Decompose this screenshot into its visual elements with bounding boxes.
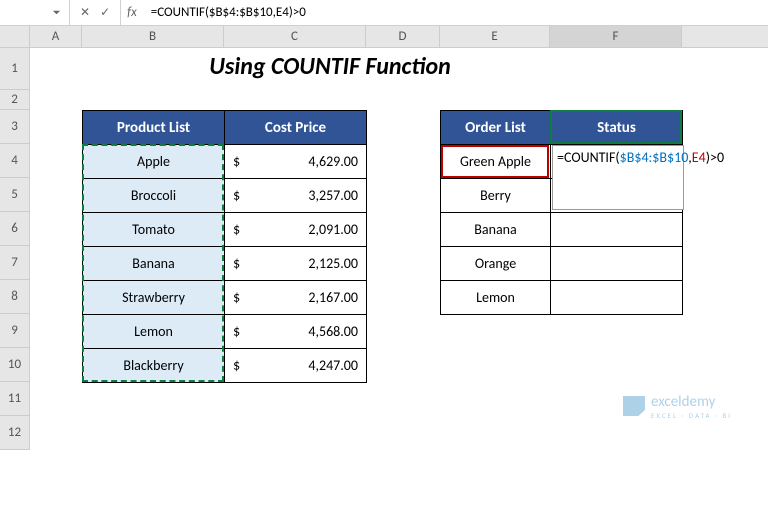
fx-icon[interactable]: fx [121, 5, 143, 20]
row-header-8[interactable]: 8 [0, 280, 30, 314]
formula-bar: ✕ ✓ fx =COUNTIF($B$4:$B$10,E4)>0 [0, 0, 768, 26]
cell-status[interactable] [551, 247, 683, 281]
watermark-sub: EXCEL · DATA · BI [651, 411, 732, 420]
name-box[interactable] [0, 0, 70, 25]
row-header-10[interactable]: 10 [0, 348, 30, 382]
col-header-b[interactable]: B [82, 26, 224, 47]
chevron-down-icon [52, 8, 61, 17]
watermark: exceldemy EXCEL · DATA · BI [623, 392, 732, 420]
cell-price[interactable]: $4,629.00 [225, 145, 367, 179]
spreadsheet-grid: A B C D E F 1 2 3 4 5 6 7 8 9 10 11 12 U… [0, 26, 768, 528]
row-header-11[interactable]: 11 [0, 382, 30, 416]
cell-order[interactable]: Orange [441, 247, 551, 281]
exceldemy-logo-icon [623, 396, 645, 416]
th-product: Product List [83, 111, 225, 145]
table-row: Broccoli$3,257.00 [83, 179, 367, 213]
row-header-1[interactable]: 1 [0, 48, 30, 90]
row-headers: 1 2 3 4 5 6 7 8 9 10 11 12 [0, 48, 30, 450]
col-header-a[interactable]: A [30, 26, 82, 47]
cell-price[interactable]: $2,125.00 [225, 247, 367, 281]
cell-product[interactable]: Lemon [83, 315, 225, 349]
cell-price[interactable]: $4,247.00 [225, 349, 367, 383]
table-row: Banana [441, 213, 683, 247]
order-table: Order List Status Green Apple Berry Bana… [440, 110, 683, 315]
table-row: Tomato$2,091.00 [83, 213, 367, 247]
product-table: Product List Cost Price Apple$4,629.00 B… [82, 110, 367, 383]
row-header-4[interactable]: 4 [0, 144, 30, 178]
cell-order[interactable]: Green Apple [441, 145, 551, 179]
cell-product[interactable]: Banana [83, 247, 225, 281]
th-cost: Cost Price [225, 111, 367, 145]
cell-product[interactable]: Broccoli [83, 179, 225, 213]
cell-product[interactable]: Strawberry [83, 281, 225, 315]
editing-cell-f4[interactable]: =COUNTIF($B$4:$B$10,E4)>0 [552, 145, 684, 210]
formula-bar-buttons: ✕ ✓ [70, 0, 121, 25]
table-row: Orange [441, 247, 683, 281]
cell-status[interactable] [551, 281, 683, 315]
cell-order[interactable]: Banana [441, 213, 551, 247]
page-title: Using COUNTIF Function [150, 52, 510, 81]
formula-bar-input[interactable]: =COUNTIF($B$4:$B$10,E4)>0 [143, 5, 314, 20]
cell-status[interactable] [551, 213, 683, 247]
cell-price[interactable]: $2,167.00 [225, 281, 367, 315]
row-header-5[interactable]: 5 [0, 178, 30, 212]
cell-price[interactable]: $4,568.00 [225, 315, 367, 349]
table-row: Banana$2,125.00 [83, 247, 367, 281]
column-headers: A B C D E F [0, 26, 768, 48]
th-status: Status [551, 111, 683, 145]
cell-area[interactable]: Using COUNTIF Function Product List Cost… [30, 48, 768, 450]
cell-price[interactable]: $3,257.00 [225, 179, 367, 213]
table-row: Lemon$4,568.00 [83, 315, 367, 349]
cell-product[interactable]: Blackberry [83, 349, 225, 383]
cell-product[interactable]: Tomato [83, 213, 225, 247]
table-row: Lemon [441, 281, 683, 315]
select-all-corner[interactable] [0, 26, 30, 47]
table-row: Strawberry$2,167.00 [83, 281, 367, 315]
table-row: Blackberry$4,247.00 [83, 349, 367, 383]
th-order: Order List [441, 111, 551, 145]
accept-icon[interactable]: ✓ [100, 5, 110, 20]
row-header-6[interactable]: 6 [0, 212, 30, 246]
row-header-12[interactable]: 12 [0, 416, 30, 450]
row-header-3[interactable]: 3 [0, 110, 30, 144]
row-header-9[interactable]: 9 [0, 314, 30, 348]
col-header-c[interactable]: C [224, 26, 366, 47]
cell-order[interactable]: Berry [441, 179, 551, 213]
col-header-f[interactable]: F [550, 26, 682, 47]
watermark-text: exceldemy [651, 393, 715, 411]
cell-price[interactable]: $2,091.00 [225, 213, 367, 247]
row-header-2[interactable]: 2 [0, 90, 30, 110]
cell-order[interactable]: Lemon [441, 281, 551, 315]
row-header-7[interactable]: 7 [0, 246, 30, 280]
col-header-e[interactable]: E [440, 26, 550, 47]
cell-product[interactable]: Apple [83, 145, 225, 179]
col-header-d[interactable]: D [366, 26, 440, 47]
table-row: Apple$4,629.00 [83, 145, 367, 179]
cancel-icon[interactable]: ✕ [80, 5, 90, 20]
